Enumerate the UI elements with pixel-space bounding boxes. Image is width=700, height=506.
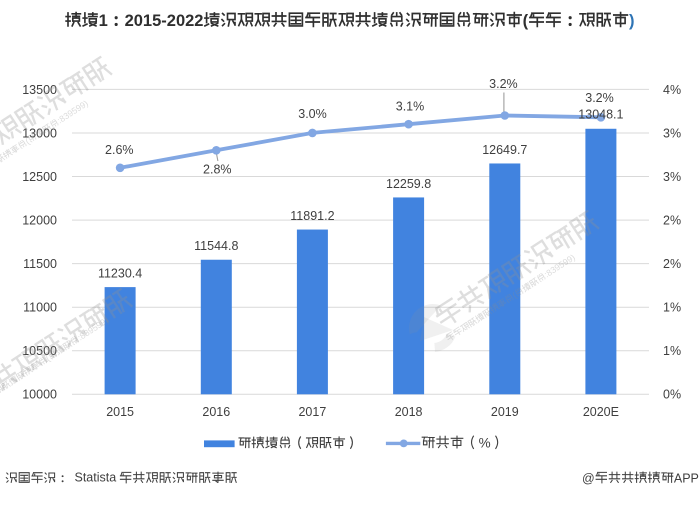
svg-text:11891.2: 11891.2: [290, 209, 334, 223]
svg-text:12500: 12500: [22, 170, 57, 184]
svg-text:2015: 2015: [106, 405, 134, 419]
svg-text:3.2%: 3.2%: [489, 77, 518, 91]
svg-text:3%: 3%: [663, 126, 681, 140]
svg-text:1%: 1%: [663, 301, 681, 315]
svg-text:(: (: [510, 290, 518, 300]
svg-text:12649.7: 12649.7: [482, 143, 527, 157]
svg-text:(: (: [44, 353, 52, 363]
svg-text:APP: APP: [674, 471, 699, 485]
svg-text:): ): [629, 12, 635, 30]
svg-text:2020E: 2020E: [583, 405, 619, 419]
svg-text:3.2%: 3.2%: [585, 91, 614, 105]
svg-text:3%: 3%: [663, 170, 681, 184]
svg-text:2.6%: 2.6%: [105, 143, 134, 157]
svg-text:2018: 2018: [395, 405, 423, 419]
svg-text:11500: 11500: [23, 257, 57, 271]
svg-text:3.1%: 3.1%: [396, 99, 425, 113]
svg-text:12259.8: 12259.8: [386, 177, 431, 191]
svg-text:12000: 12000: [22, 213, 57, 227]
svg-text:(: (: [23, 136, 31, 146]
svg-text:2016: 2016: [202, 405, 230, 419]
svg-text:11544.8: 11544.8: [194, 239, 238, 253]
svg-text:2017: 2017: [298, 405, 326, 419]
svg-text:13000: 13000: [22, 126, 57, 140]
svg-text:13500: 13500: [22, 83, 57, 97]
svg-text:10500: 10500: [22, 344, 57, 358]
svg-text:Statista: Statista: [75, 471, 117, 485]
svg-text:13048.1: 13048.1: [578, 107, 623, 121]
svg-text:0%: 0%: [663, 388, 681, 402]
svg-text:(: (: [523, 12, 529, 30]
svg-text:1: 1: [99, 12, 108, 30]
svg-text:11230.4: 11230.4: [98, 267, 142, 281]
svg-text:11000: 11000: [23, 301, 57, 315]
svg-text:3.0%: 3.0%: [298, 107, 327, 121]
svg-text:2%: 2%: [663, 213, 681, 227]
svg-text:@: @: [582, 471, 595, 485]
svg-text:%: %: [479, 436, 491, 451]
svg-text:2.8%: 2.8%: [203, 162, 232, 176]
svg-text:2%: 2%: [663, 257, 681, 271]
svg-text:10000: 10000: [22, 388, 57, 402]
svg-text:4%: 4%: [663, 83, 681, 97]
svg-text:1%: 1%: [663, 344, 681, 358]
svg-text:2015-2022: 2015-2022: [125, 12, 204, 30]
svg-text:2019: 2019: [491, 405, 519, 419]
